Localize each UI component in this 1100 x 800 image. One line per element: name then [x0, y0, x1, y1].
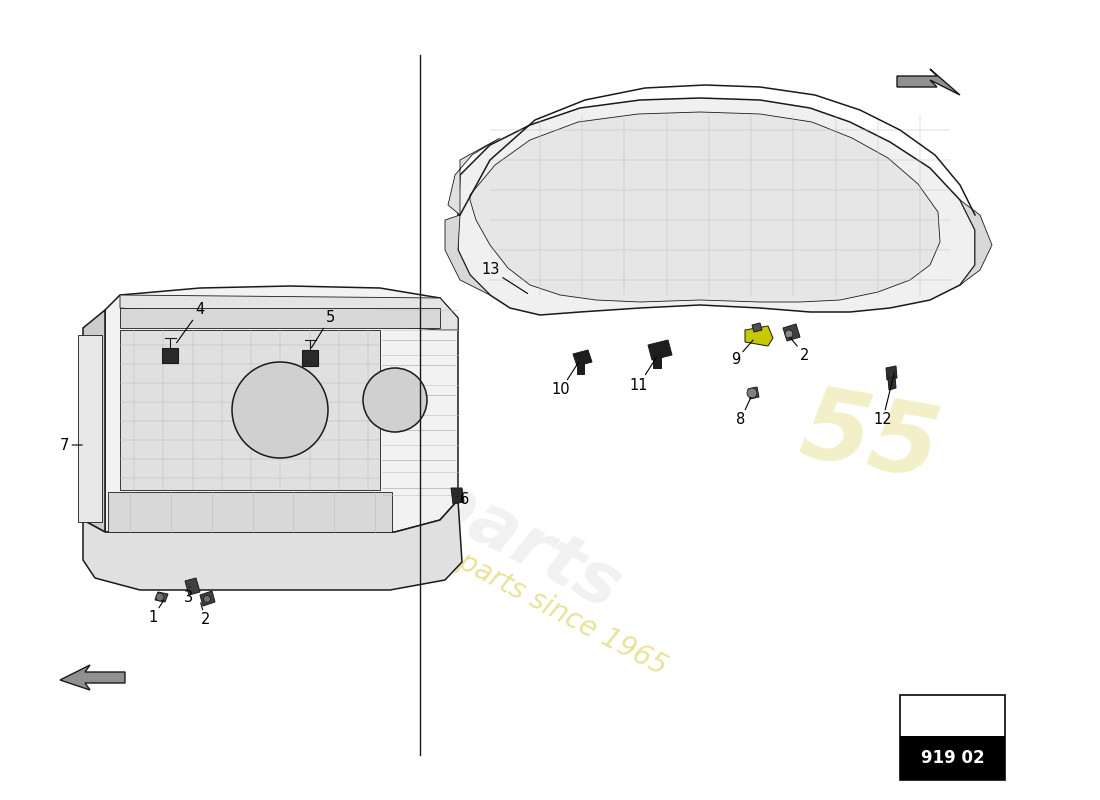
Polygon shape	[120, 308, 440, 328]
Text: 8: 8	[736, 398, 751, 427]
Circle shape	[785, 330, 793, 338]
Text: a passion for parts since 1965: a passion for parts since 1965	[288, 459, 672, 681]
Polygon shape	[82, 310, 104, 532]
Polygon shape	[896, 69, 960, 95]
Polygon shape	[155, 592, 168, 602]
Text: 6: 6	[458, 493, 470, 507]
Polygon shape	[653, 355, 661, 368]
Polygon shape	[752, 323, 762, 332]
Polygon shape	[888, 376, 896, 390]
Text: 12: 12	[873, 373, 894, 427]
Bar	[900, 695, 1005, 780]
Text: 13: 13	[482, 262, 528, 294]
Text: 9: 9	[730, 340, 754, 367]
Polygon shape	[185, 578, 200, 595]
Polygon shape	[573, 350, 592, 366]
Circle shape	[363, 368, 427, 432]
Text: europarts: europarts	[248, 376, 632, 624]
Circle shape	[156, 593, 164, 601]
Polygon shape	[745, 326, 773, 346]
Polygon shape	[578, 362, 584, 374]
Text: 3: 3	[184, 587, 192, 606]
Polygon shape	[446, 215, 490, 295]
Polygon shape	[302, 350, 318, 366]
Text: 1: 1	[148, 600, 164, 626]
Polygon shape	[783, 324, 800, 341]
Text: 11: 11	[629, 358, 657, 393]
Polygon shape	[458, 98, 975, 315]
Text: 2: 2	[200, 602, 210, 627]
Circle shape	[204, 595, 210, 602]
Polygon shape	[108, 492, 392, 532]
Text: 7: 7	[60, 438, 82, 453]
Circle shape	[747, 388, 757, 398]
Circle shape	[232, 362, 328, 458]
Polygon shape	[200, 591, 214, 606]
Text: 2: 2	[790, 337, 810, 362]
Polygon shape	[60, 665, 125, 690]
Polygon shape	[748, 387, 759, 399]
Text: 55: 55	[793, 380, 947, 500]
Polygon shape	[78, 335, 102, 522]
Bar	[901, 696, 1004, 736]
Polygon shape	[104, 286, 458, 532]
Polygon shape	[162, 348, 178, 363]
Text: 5: 5	[311, 310, 334, 348]
Text: 10: 10	[551, 362, 579, 398]
Polygon shape	[451, 488, 464, 504]
Polygon shape	[120, 295, 458, 330]
Text: 919 02: 919 02	[921, 749, 984, 767]
Polygon shape	[82, 500, 462, 590]
Polygon shape	[448, 138, 501, 215]
Polygon shape	[648, 340, 672, 360]
Polygon shape	[960, 200, 992, 285]
Polygon shape	[470, 112, 940, 302]
Polygon shape	[120, 330, 380, 490]
Polygon shape	[886, 366, 896, 380]
Bar	[900, 736, 1005, 780]
Text: 4: 4	[177, 302, 205, 342]
